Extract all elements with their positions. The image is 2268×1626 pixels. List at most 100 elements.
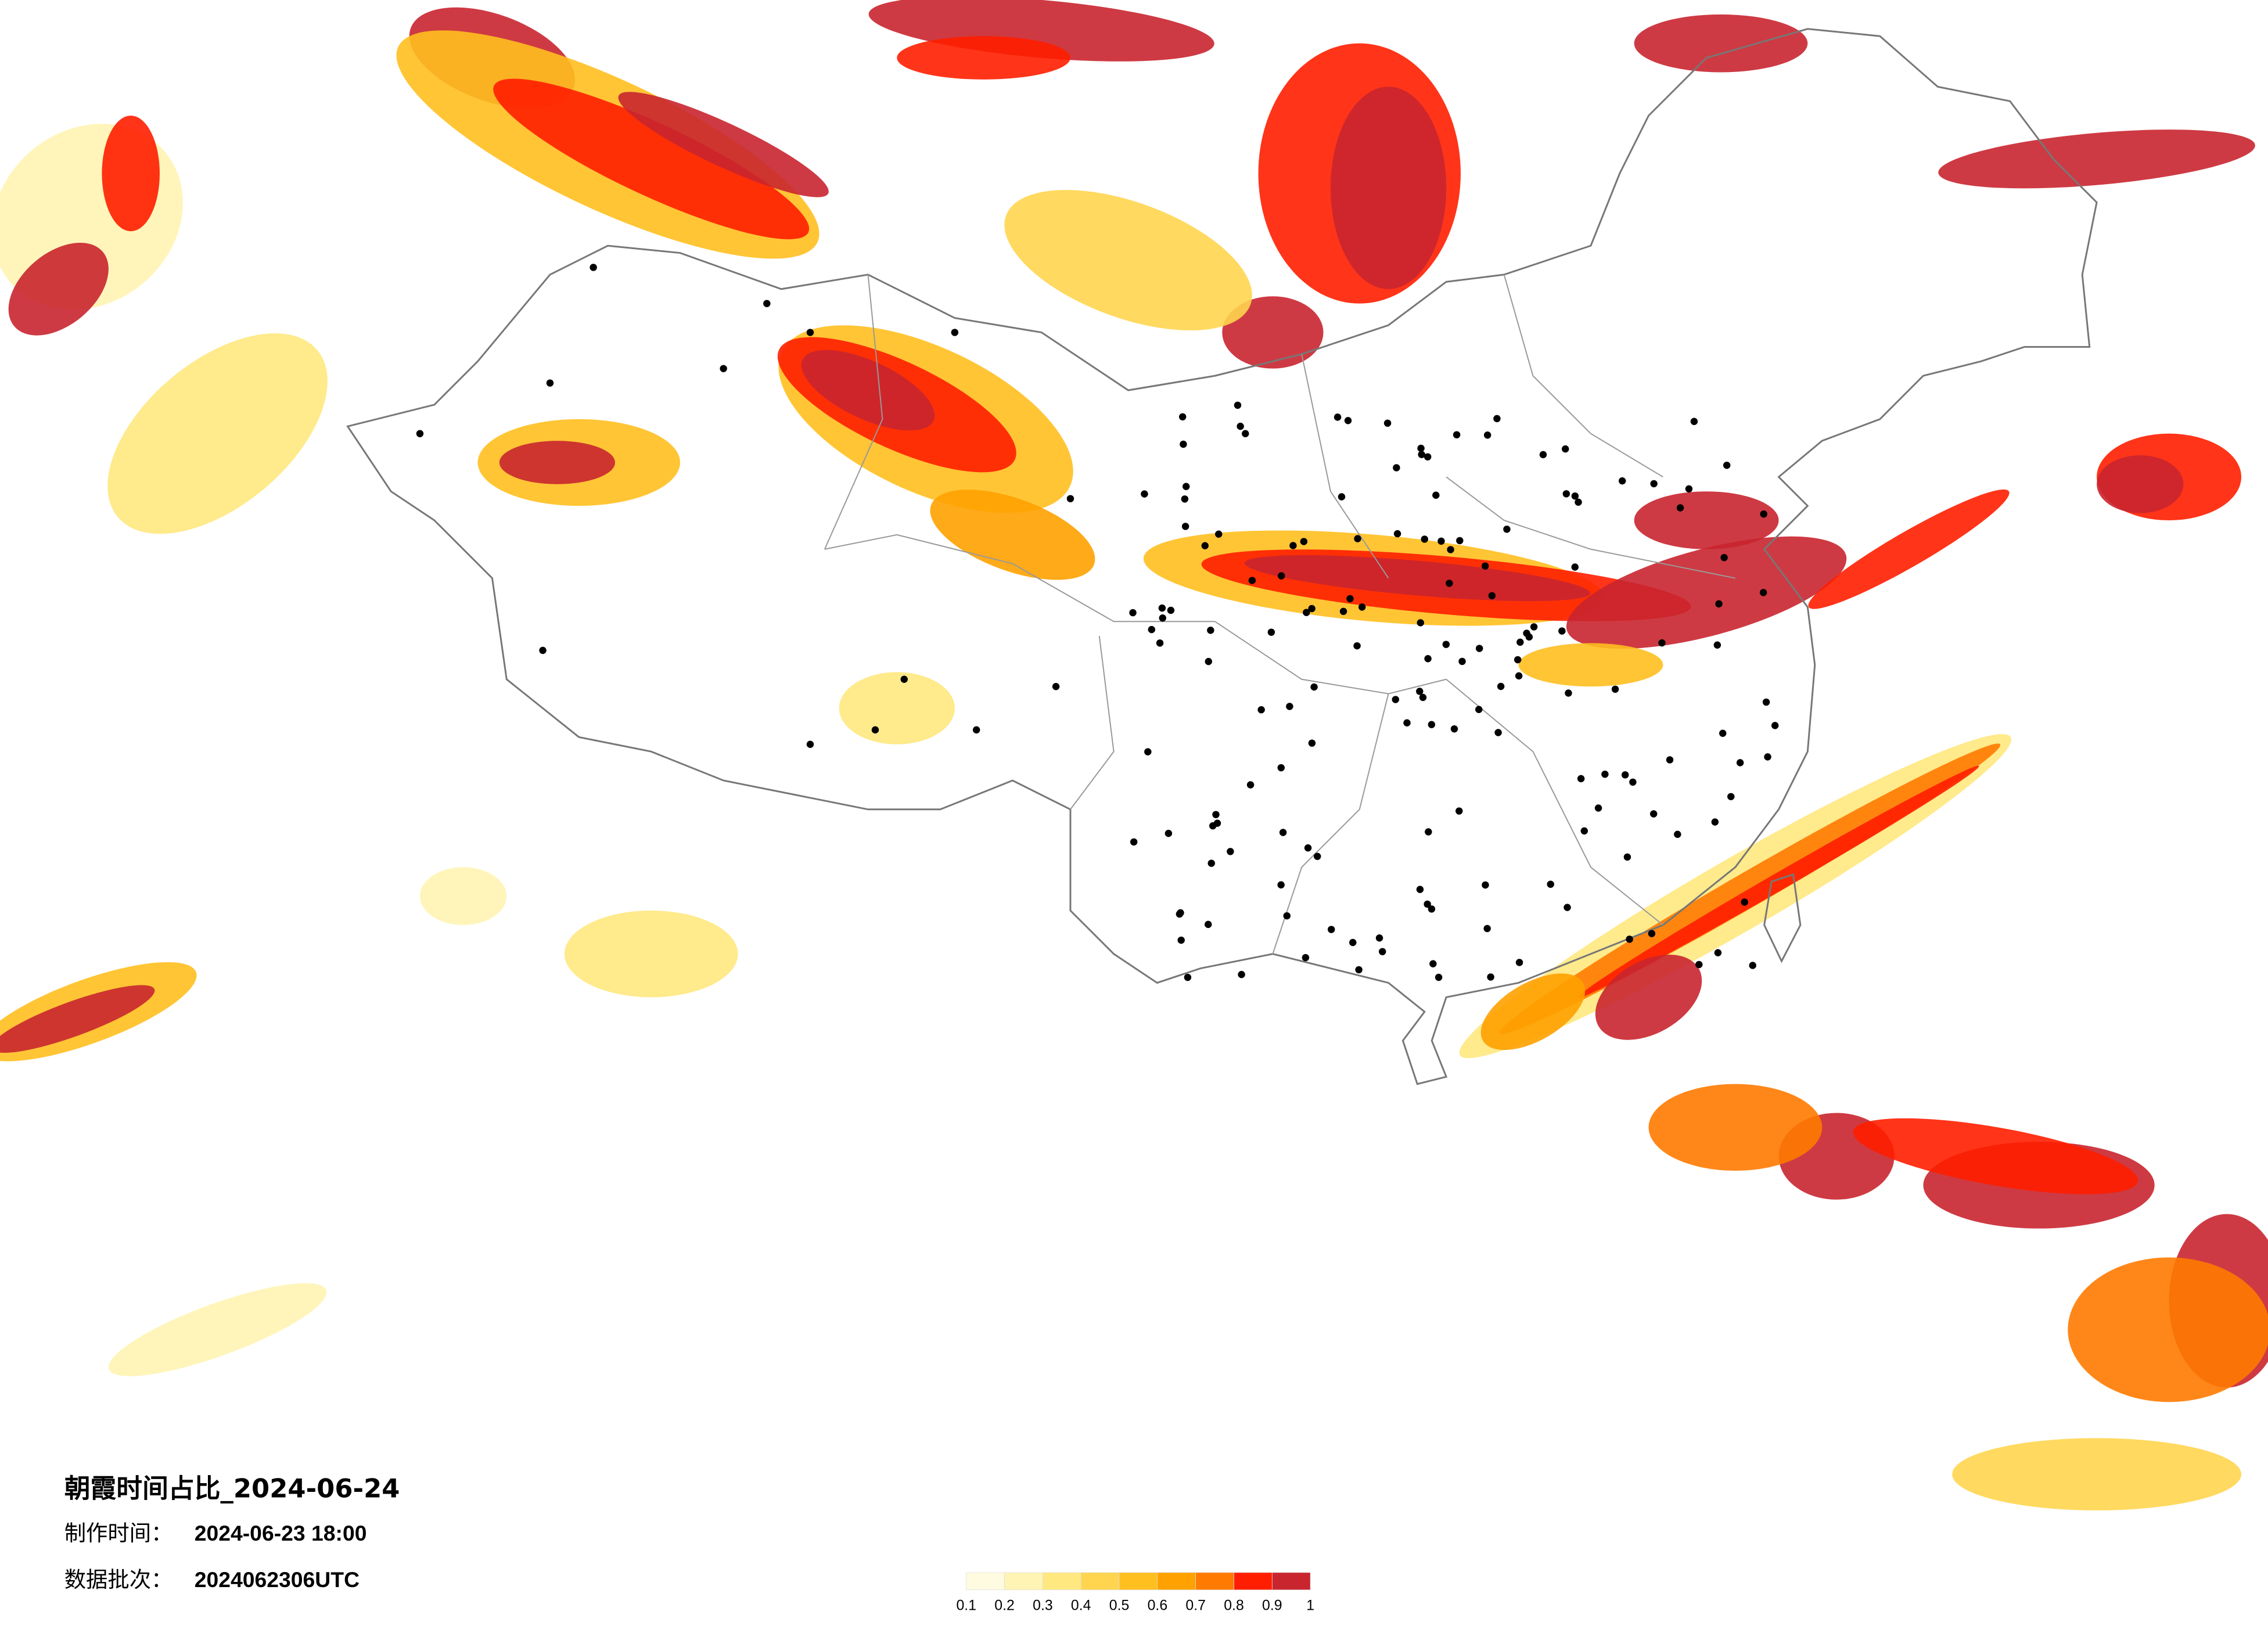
city-dot (1563, 904, 1571, 911)
city-dot (1601, 771, 1609, 778)
color-blob (930, 490, 1095, 580)
city-dot (1353, 642, 1361, 650)
colorbar-swatch (1043, 1572, 1081, 1591)
city-dot (1425, 828, 1432, 836)
city-dot (1180, 440, 1187, 448)
city-dot (1719, 729, 1727, 738)
colorbar-tick-label: 0.4 (1071, 1598, 1091, 1614)
city-dot (1130, 838, 1138, 846)
city-dot (1565, 689, 1572, 697)
city-dot (763, 300, 771, 307)
color-blob (0, 985, 155, 1053)
city-dot (1741, 898, 1748, 906)
city-dot (1488, 592, 1496, 600)
city-dot (1715, 600, 1723, 608)
city-dot (1283, 912, 1291, 920)
city-dot (1181, 523, 1189, 530)
city-dot (1344, 417, 1352, 425)
city-dot (1580, 827, 1588, 835)
city-dot (1158, 604, 1166, 612)
city-dot (900, 675, 908, 683)
city-dot (1393, 464, 1400, 472)
color-blob (8, 242, 109, 336)
city-dot (1393, 530, 1401, 538)
city-dot (806, 329, 814, 336)
city-dot (1267, 628, 1275, 636)
city-dot (1201, 542, 1209, 550)
colorbar-swatch (966, 1572, 1005, 1591)
city-dot (1764, 753, 1771, 761)
city-dot (1424, 655, 1432, 663)
colorbar-tick-label: 0.7 (1185, 1598, 1206, 1614)
city-dot (1475, 706, 1483, 713)
city-dot (1303, 609, 1310, 616)
colorbar-tick-label: 0.9 (1262, 1598, 1282, 1614)
city-dot (590, 264, 597, 271)
color-blob (419, 867, 507, 925)
city-dot (1339, 607, 1347, 616)
city-dot (1167, 606, 1175, 614)
city-dot (1182, 483, 1190, 490)
city-dot (1212, 811, 1220, 818)
city-dot (1248, 577, 1256, 584)
city-dot (1558, 627, 1566, 635)
city-dot (1432, 491, 1440, 499)
city-dot (1621, 771, 1629, 779)
city-dot (1723, 462, 1731, 469)
colorbar-tick-label: 0.1 (956, 1598, 976, 1614)
colorbar: 0.1 0.2 0.3 0.4 0.5 0.6 0.7 0.8 0.9 1 (956, 1572, 1314, 1614)
color-blob (1595, 954, 1702, 1040)
color-blob (2068, 1257, 2268, 1402)
city-dot (1403, 719, 1411, 726)
colorbar-swatch (1271, 1572, 1311, 1591)
city-dot (1446, 580, 1453, 587)
city-dot (1227, 848, 1234, 855)
city-dot (1487, 973, 1494, 981)
info-label: 数据批次： (64, 1567, 173, 1592)
city-dot (1571, 492, 1579, 500)
city-dot (1242, 430, 1249, 437)
city-dot (1178, 413, 1187, 421)
city-dot (546, 379, 554, 387)
city-dot (1308, 739, 1316, 747)
city-dot (1594, 804, 1602, 812)
colorbar-swatch (1080, 1572, 1120, 1591)
city-dot (1736, 759, 1744, 767)
city-dot (720, 365, 727, 372)
city-dot (1453, 431, 1461, 438)
info-label: 制作时间： (64, 1520, 173, 1546)
city-dot (1129, 609, 1137, 617)
city-dot (1547, 880, 1554, 888)
city-dot (1289, 542, 1297, 549)
city-dot (806, 740, 814, 748)
city-dot (1421, 535, 1428, 543)
colorbar-tick-label: 0.3 (1033, 1598, 1053, 1614)
city-dot (1428, 905, 1436, 913)
city-dot (1424, 453, 1432, 461)
city-dot (1711, 818, 1719, 826)
city-dot (1207, 859, 1215, 867)
color-blob (564, 911, 738, 998)
city-dot (1379, 948, 1386, 955)
color-blob (1634, 491, 1779, 549)
city-dot (1515, 959, 1523, 966)
city-dot (1184, 973, 1192, 981)
city-dot (1313, 852, 1321, 860)
color-blob (2097, 455, 2184, 513)
city-dot (1447, 546, 1454, 553)
city-dot (1575, 498, 1582, 506)
city-dot (1619, 477, 1626, 485)
colorbar-tick-label: 0.8 (1224, 1598, 1244, 1614)
city-dot (1483, 431, 1491, 439)
city-dot (1481, 562, 1489, 570)
city-dot (1257, 706, 1265, 714)
city-dot (1695, 961, 1703, 969)
city-dot (1685, 485, 1693, 493)
city-dot (1207, 627, 1214, 634)
city-dot (1176, 910, 1184, 918)
colorbar-swatch (1004, 1572, 1043, 1591)
city-dot (1424, 900, 1431, 908)
color-blob (1518, 643, 1663, 687)
precip-field (0, 0, 2268, 1510)
